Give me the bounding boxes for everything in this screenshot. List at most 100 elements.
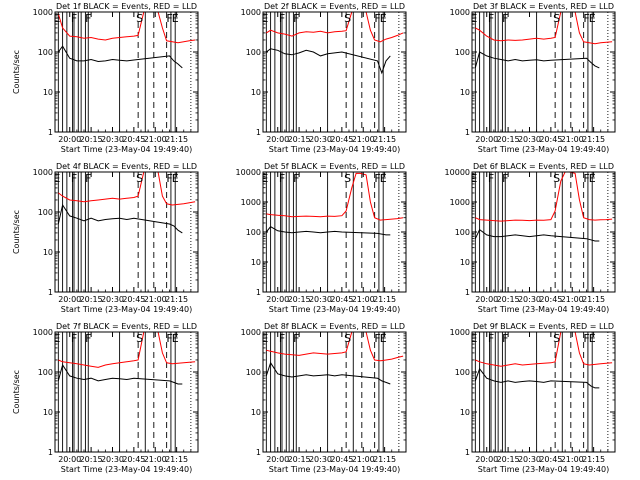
y-tick-label: 1 (465, 288, 470, 297)
series-line (58, 171, 196, 206)
event-marker-label: S (344, 12, 351, 25)
y-tick-label: 1000 (33, 8, 53, 17)
event-marker-label: F (166, 12, 172, 25)
x-tick-label: 20:15 (288, 455, 311, 464)
x-tick-label: 20:00 (58, 455, 81, 464)
x-tick-label: 20:00 (266, 295, 289, 304)
y-tick-label: 100 (38, 368, 53, 377)
x-tick-label: 20:30 (309, 455, 332, 464)
x-tick-label: 20:45 (122, 455, 145, 464)
event-marker-label: E (380, 172, 387, 185)
x-tick-label: 20:00 (266, 135, 289, 144)
event-marker-label: S (136, 332, 143, 345)
series-line (266, 48, 391, 75)
y-tick-label: 1 (48, 128, 53, 137)
x-tick-label: 21:00 (144, 455, 167, 464)
x-tick-label: 21:15 (373, 135, 396, 144)
chart-title: Det 3f BLACK = Events, RED = LLD (473, 2, 614, 11)
x-tick-label: 20:15 (80, 455, 103, 464)
y-tick-label: 1000 (33, 328, 53, 337)
y-axis-label: Counts/sec (12, 370, 21, 414)
series-line (266, 172, 404, 221)
x-tick-label: 20:30 (518, 135, 541, 144)
chart-panel: 1 10 100 1000 20:0020:1520:3020:4521:0021:15… (450, 2, 616, 154)
series-line (475, 11, 613, 45)
event-marker-label: F (71, 332, 77, 345)
x-tick-label: 21:15 (582, 135, 605, 144)
y-axis-label: Counts/sec (12, 210, 21, 254)
event-marker-label: E (589, 172, 596, 185)
x-tick-label: 20:00 (475, 135, 498, 144)
x-tick-label: 21:15 (165, 455, 188, 464)
y-tick-label: 100 (455, 368, 470, 377)
x-tick-label: 20:00 (58, 295, 81, 304)
x-tick-label: 20:15 (80, 295, 103, 304)
series-line (57, 203, 183, 234)
y-tick-label: 1000 (33, 168, 53, 177)
x-tick-label: 20:00 (266, 455, 289, 464)
event-marker-label: F (583, 12, 589, 25)
event-marker-label: E (261, 332, 268, 345)
event-marker-label: F (85, 12, 91, 25)
y-tick-label: 1 (48, 448, 53, 457)
chart-panel: 1 10 100 1000 20:0020:1520:3020:4521:0021:15… (12, 2, 199, 154)
event-marker-label: F (166, 172, 172, 185)
y-tick-label: 100 (246, 368, 261, 377)
event-marker-label: S (553, 172, 560, 185)
chart-panel: 1 10 100 1000 20:0020:1520:3020:4521:0021:15… (450, 322, 616, 474)
y-tick-label: 10 (460, 408, 470, 417)
series-line (474, 228, 600, 242)
x-tick-label: 21:15 (373, 295, 396, 304)
y-tick-label: 100 (246, 48, 261, 57)
series-line (475, 171, 613, 222)
y-tick-label: 1 (465, 128, 470, 137)
event-marker-label: S (553, 12, 560, 25)
event-marker-label: E (470, 172, 477, 185)
event-marker-label: S (136, 172, 143, 185)
chart-panel: 1 10 100 1000 20:0020:1520:3020:4521:0021:15… (241, 322, 407, 474)
x-tick-label: 20:15 (497, 455, 520, 464)
event-marker-label: F (293, 172, 299, 185)
chart-panel: 1 10 100 1000 20:0020:1520:3020:4521:0021:15… (12, 162, 199, 314)
x-tick-label: 20:15 (497, 295, 520, 304)
x-tick-label: 21:00 (352, 135, 375, 144)
x-tick-label: 20:45 (122, 295, 145, 304)
x-tick-label: 21:00 (144, 295, 167, 304)
event-marker-label: E (380, 332, 387, 345)
series-line (57, 363, 183, 385)
chart-title: Det 8f BLACK = Events, RED = LLD (264, 322, 405, 331)
chart-panel: 1 10 100 1000 10000 20:0020:1520:3020:4521:00… (445, 162, 616, 314)
y-tick-label: 1 (48, 288, 53, 297)
event-marker-label: E (470, 12, 477, 25)
event-marker-label: E (53, 172, 60, 185)
x-axis-label: Start Time (23-May-04 19:49:40) (61, 305, 192, 314)
x-tick-label: 20:15 (80, 135, 103, 144)
y-tick-label: 1 (465, 448, 470, 457)
y-tick-label: 1000 (450, 8, 470, 17)
event-marker-label: F (293, 332, 299, 345)
series-line (57, 11, 196, 44)
x-tick-label: 21:15 (165, 135, 188, 144)
x-tick-label: 20:45 (330, 295, 353, 304)
y-tick-label: 10 (43, 88, 53, 97)
y-tick-label: 1 (256, 288, 261, 297)
y-tick-label: 10 (251, 258, 261, 267)
event-marker-label: F (293, 12, 299, 25)
x-tick-label: 21:15 (373, 455, 396, 464)
x-tick-label: 20:30 (101, 135, 124, 144)
x-axis-label: Start Time (23-May-04 19:49:40) (478, 465, 609, 474)
series-line (266, 11, 404, 43)
x-axis-label: Start Time (23-May-04 19:49:40) (61, 145, 192, 154)
x-tick-label: 21:00 (561, 295, 584, 304)
series-line (265, 361, 391, 385)
series-line (58, 331, 196, 368)
event-marker-label: E (380, 12, 387, 25)
x-tick-label: 21:00 (352, 295, 375, 304)
series-line (57, 45, 183, 69)
event-marker-label: F (583, 172, 589, 185)
event-marker-label: F (279, 172, 285, 185)
y-tick-label: 10 (460, 258, 470, 267)
y-tick-label: 1000 (241, 328, 261, 337)
y-tick-label: 1000 (241, 198, 261, 207)
event-marker-label: E (172, 172, 179, 185)
